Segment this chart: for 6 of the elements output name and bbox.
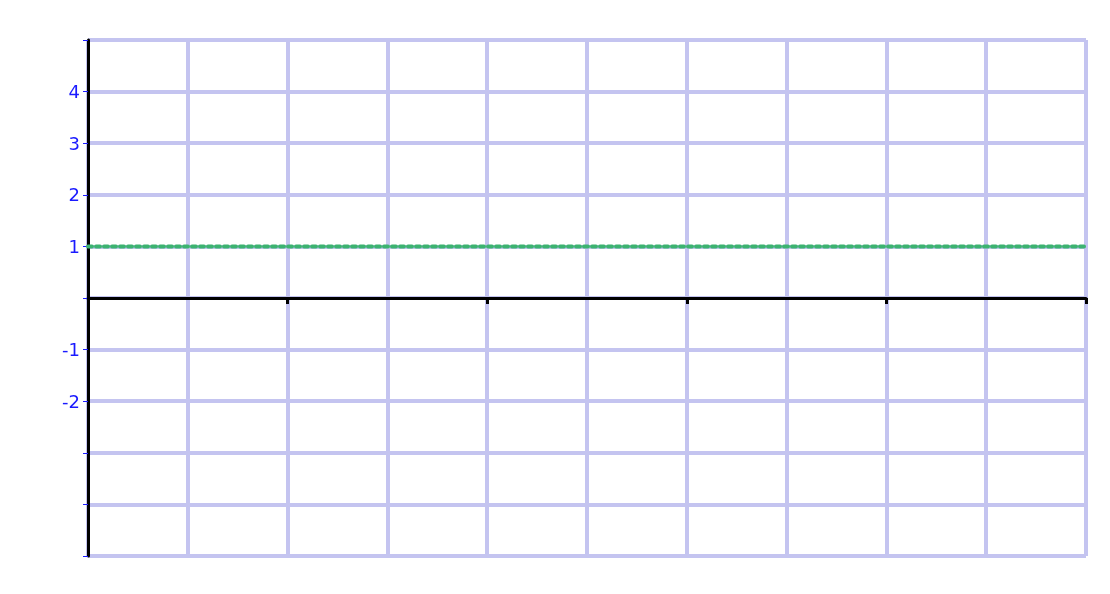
- y-tick-label: -1: [62, 339, 80, 361]
- y-tick-label: 3: [68, 132, 80, 154]
- y-tick-label: 1: [68, 235, 80, 257]
- y-tick-label: 2: [68, 184, 80, 206]
- y-tick-label: -2: [62, 390, 80, 412]
- y-tick-label: 4: [68, 81, 80, 103]
